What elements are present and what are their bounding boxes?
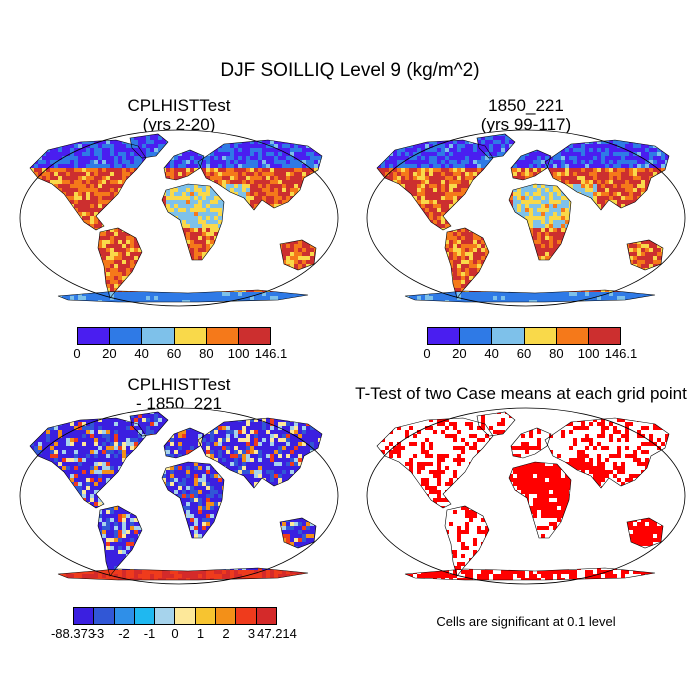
coastline-south-america — [444, 227, 490, 299]
colorbar-diff-tick-label: -88.373 — [50, 626, 96, 641]
colorbar-diff-tick-label: -3 — [92, 626, 105, 641]
coastline-antarctica — [57, 289, 309, 303]
colorbar-ref-swatch — [428, 328, 461, 344]
coastline-greenland — [129, 411, 169, 437]
map-ref — [365, 128, 687, 308]
coastline-africa — [161, 183, 225, 261]
ttest-note: Cells are significant at 0.1 level — [436, 614, 616, 629]
coastline-europe — [510, 427, 552, 459]
panel-title-ref: 1850_221 (yrs 99-117) — [365, 96, 687, 134]
panel-title-diff-line1: CPLHISTTest — [127, 375, 231, 394]
coastline-europe — [510, 149, 552, 181]
colorbar-case-tick-label: 40 — [134, 346, 149, 361]
coastline-south-america — [97, 227, 143, 299]
coastline-asia — [197, 139, 323, 211]
map-border — [366, 129, 686, 307]
colorbar-diff-tick-label: 0 — [171, 626, 179, 641]
colorbar-ref-tick-label: 80 — [549, 346, 564, 361]
colorbar-diff-swatch — [216, 608, 237, 624]
coastline-greenland — [476, 411, 516, 437]
coastline-north-america — [376, 139, 494, 231]
colorbar-diff-tick-label: 3 — [247, 626, 256, 641]
colorbar-ref-swatch — [524, 328, 557, 344]
map-border — [19, 407, 339, 585]
map-case — [18, 128, 340, 308]
colorbar-case-swatch — [238, 328, 271, 344]
colorbar-diff-swatch — [256, 608, 276, 624]
coastline-asia — [544, 417, 670, 489]
coastline-south-america — [444, 505, 490, 577]
colorbar-case-swatch — [174, 328, 207, 344]
map-diff — [18, 406, 340, 586]
colorbar-case-tick-label: 146.1 — [254, 346, 288, 361]
colorbar-diff-swatch — [74, 608, 95, 624]
colorbar-case-labels: 0 20 40 60 80 100 146.1 — [73, 346, 287, 364]
colorbar-diff-swatch — [134, 608, 156, 624]
colorbar-ref-swatch — [460, 328, 493, 344]
colorbar-ref-tick-label: 40 — [484, 346, 499, 361]
panel-title-case-line1: CPLHISTTest — [127, 96, 231, 115]
coastline-europe — [163, 149, 205, 181]
colorbar-diff-swatch — [114, 608, 135, 624]
colorbar-ref-tick-label: 100 — [577, 346, 600, 361]
coastline-north-america — [29, 417, 147, 509]
map-border — [366, 407, 686, 585]
coastline-north-america — [29, 139, 147, 231]
colorbar-case-tick-label: 80 — [199, 346, 214, 361]
coastline-greenland — [476, 133, 516, 159]
colorbar-case-tick-label: 100 — [227, 346, 250, 361]
coastline-africa — [508, 183, 572, 261]
colorbar-diff-swatch — [195, 608, 217, 624]
colorbar-ref — [427, 327, 621, 345]
colorbar-ref-swatch — [556, 328, 589, 344]
coastline-south-america — [97, 505, 143, 577]
coastline-greenland — [129, 133, 169, 159]
coastline-antarctica — [57, 567, 309, 581]
coastline-north-america — [376, 417, 494, 509]
panel-title-ttest: T-Test of two Case means at each grid po… — [355, 384, 687, 403]
colorbar-case-tick-label: 20 — [102, 346, 117, 361]
map-border — [19, 129, 339, 307]
colorbar-ref-swatch — [492, 328, 525, 344]
colorbar-diff-tick-label: 2 — [222, 626, 230, 641]
colorbar-diff-tick-label: -2 — [118, 626, 130, 641]
coastline-africa — [161, 461, 225, 539]
colorbar-case — [77, 327, 271, 345]
panel-title-diff-line2: - 1850_221 — [135, 394, 223, 413]
colorbar-ref-tick-label: 60 — [516, 346, 532, 361]
colorbar-case-swatch — [142, 328, 175, 344]
colorbar-case-swatch — [78, 328, 111, 344]
colorbar-ref-tick-label: 0 — [423, 346, 431, 361]
coastline-asia — [544, 139, 670, 211]
colorbar-ref-tick-label: 20 — [452, 346, 467, 361]
coastline-antarctica — [404, 289, 656, 303]
colorbar-diff-swatch — [155, 608, 176, 624]
coastline-africa — [508, 461, 572, 539]
colorbar-case-tick-label: 0 — [73, 346, 81, 361]
colorbar-diff-tick-label: 1 — [196, 626, 205, 641]
colorbar-ref-tick-label: 146.1 — [604, 346, 638, 361]
map-ttest — [365, 406, 687, 586]
colorbar-diff — [73, 607, 277, 625]
colorbar-case-tick-label: 60 — [166, 346, 182, 361]
panel-title-case: CPLHISTTest (yrs 2-20) — [18, 96, 340, 134]
colorbar-diff-swatch — [236, 608, 257, 624]
panel-title-case-line2: (yrs 2-20) — [142, 115, 216, 134]
colorbar-case-swatch — [206, 328, 239, 344]
panel-title-ref-line2: (yrs 99-117) — [480, 115, 572, 134]
colorbar-diff-swatch — [175, 608, 196, 624]
panel-title-ref-line1: 1850_221 — [488, 96, 564, 115]
colorbar-ref-swatch — [588, 328, 621, 344]
colorbar-diff-labels: -88.373 -3 -2 -1 0 1 2 3 47.214 — [51, 626, 297, 644]
panel-title-diff: CPLHISTTest - 1850_221 — [18, 375, 340, 413]
colorbar-ref-labels: 0 20 40 60 80 100 146.1 — [423, 346, 637, 364]
coastline-asia — [197, 417, 323, 489]
colorbar-diff-swatch — [94, 608, 115, 624]
colorbar-diff-tick-label: 47.214 — [257, 626, 297, 641]
coastline-antarctica — [404, 567, 656, 581]
figure-title: DJF SOILLIQ Level 9 (kg/m^2) — [220, 60, 480, 81]
colorbar-diff-tick-label: -1 — [143, 626, 156, 641]
colorbar-case-swatch — [110, 328, 143, 344]
coastline-europe — [163, 427, 205, 459]
